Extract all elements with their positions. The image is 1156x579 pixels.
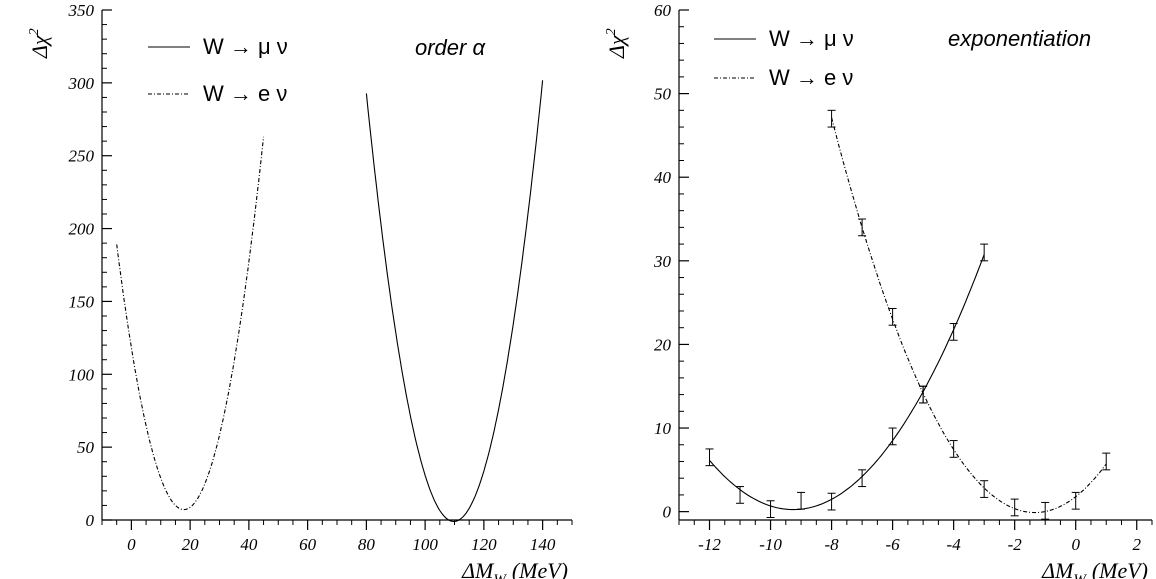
y-tick-label: 300 (68, 74, 95, 93)
error-bar-point (797, 491, 806, 510)
right-panel-exponentiation: 0102030405060-12-10-8-6-4-202Δχ2ΔMW(MeV)… (604, 1, 1153, 579)
x-tick-label: -10 (759, 535, 782, 554)
y-tick-label: 0 (86, 511, 95, 530)
y-axis-label-text: Δχ (27, 34, 52, 59)
y-tick-label: 0 (663, 503, 672, 522)
y-tick-label: 350 (68, 1, 95, 20)
error-bar-point (1041, 501, 1050, 520)
y-tick-label: 40 (654, 168, 672, 187)
error-bar-point (827, 109, 836, 128)
x-tick-label: 2 (1132, 535, 1141, 554)
x-tick-label: 20 (182, 535, 200, 554)
y-tick-label: 100 (69, 365, 95, 384)
error-bar-point (888, 307, 897, 326)
y-tick-label: 20 (654, 335, 672, 354)
error-bar-point (766, 500, 775, 518)
x-tick-label: 140 (530, 535, 556, 554)
panel-annotation: order α (415, 35, 486, 60)
y-tick-label: 250 (69, 147, 95, 166)
error-bar-point (949, 440, 958, 458)
y-axis-label-text: Δχ (604, 34, 629, 59)
x-tick-label: -4 (947, 535, 962, 554)
x-axis-label-unit: (MeV) (1092, 558, 1148, 579)
y-axis-label: Δχ2 (604, 28, 629, 59)
y-axis-label-superscript: 2 (27, 28, 42, 35)
error-bar-point (705, 448, 714, 467)
x-tick-label: -8 (824, 535, 839, 554)
legend-label-1: W → e ν (769, 65, 853, 90)
x-axis-label-unit: (MeV) (512, 558, 568, 579)
error-bar-point (827, 492, 836, 511)
x-axis-label-subscript: W (493, 572, 507, 579)
panel-annotation: exponentiation (948, 26, 1091, 51)
x-tick-label: 100 (412, 535, 438, 554)
error-bar-point (736, 486, 745, 504)
x-tick-label: 80 (358, 535, 376, 554)
x-axis-label-subscript: W (1073, 572, 1087, 579)
error-bar-point (1071, 491, 1080, 510)
x-tick-label: -12 (698, 535, 721, 554)
x-axis-label-text: ΔM (461, 558, 495, 579)
x-tick-label: 120 (471, 535, 497, 554)
error-bar-point (980, 243, 989, 262)
left-panel-order-alpha: 0 50 100 150 200 250 300 350 0 20 40 60 80 100 120 140 Δ… (27, 1, 573, 579)
legend-label-0: W → μ ν (203, 34, 288, 59)
error-bar-point (858, 218, 867, 237)
x-axis-label: ΔMW (MeV) (1041, 558, 1148, 579)
error-bar-point (980, 480, 989, 498)
x-tick-label: 40 (240, 535, 258, 554)
error-bar-point (919, 385, 928, 404)
y-tick-label: 60 (654, 1, 672, 20)
y-tick-label: 10 (654, 419, 672, 438)
series-line-0 (709, 254, 985, 511)
y-tick-label: 30 (653, 252, 672, 271)
x-tick-label: -2 (1008, 535, 1023, 554)
legend-label-0: W → μ ν (769, 26, 854, 51)
error-bar-point (858, 469, 867, 488)
y-tick-label: 200 (69, 220, 95, 239)
y-tick-label: 150 (69, 292, 95, 311)
error-bar-point (1102, 452, 1111, 471)
series-line-1 (116, 136, 265, 511)
x-tick-label: -6 (886, 535, 901, 554)
series-line-0 (365, 80, 544, 523)
series-line-1 (831, 117, 1107, 514)
error-bar-point (888, 427, 897, 446)
y-axis-label: Δχ2 (27, 28, 52, 59)
x-tick-label: 0 (127, 535, 136, 554)
x-axis-label-text: ΔM (1041, 558, 1075, 579)
legend-label-1: W → e ν (203, 81, 287, 106)
x-tick-label: 60 (299, 535, 317, 554)
x-tick-label: 0 (1071, 535, 1080, 554)
y-tick-label: 50 (77, 438, 95, 457)
error-bar-point (1010, 498, 1019, 517)
y-tick-label: 50 (654, 85, 672, 104)
x-axis-label: ΔMW (MeV) (461, 558, 568, 579)
error-bar-point (949, 323, 958, 341)
y-axis-label-superscript: 2 (604, 28, 619, 35)
